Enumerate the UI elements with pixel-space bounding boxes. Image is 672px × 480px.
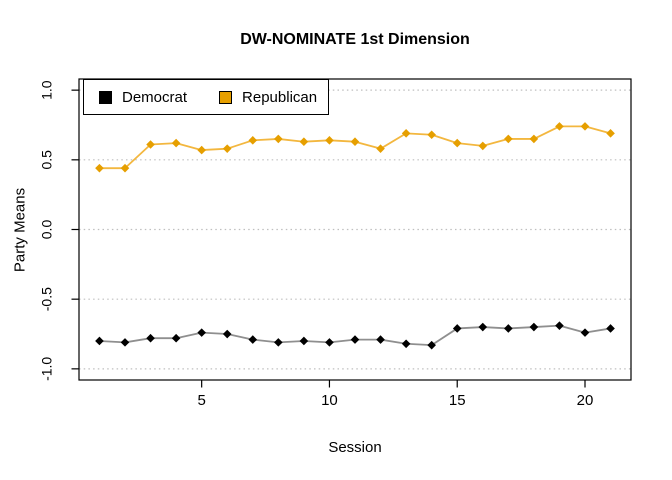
democrat-marker [529, 322, 539, 332]
republican-marker [452, 138, 462, 148]
democrat-marker [350, 335, 360, 344]
republican-marker [478, 141, 488, 151]
legend-item-democrat: Democrat [99, 90, 187, 105]
republican-swatch-icon [219, 90, 233, 104]
republican-marker [120, 163, 130, 173]
republican-marker [222, 144, 232, 153]
y-tick-label: -1.0 [39, 357, 55, 381]
democrat-marker [478, 322, 488, 332]
democrat-marker [427, 340, 436, 350]
legend-label-republican: Republican [242, 88, 318, 106]
democrat-marker [171, 333, 181, 343]
republican-marker [427, 130, 436, 140]
legend-item-republican: Republican [219, 90, 317, 105]
y-tick-label: 0.0 [39, 220, 55, 240]
democrat-marker [555, 321, 564, 330]
democrat-marker [606, 324, 615, 333]
republican-marker [197, 145, 206, 155]
republican-marker [299, 137, 309, 147]
democrat-marker [401, 339, 411, 349]
x-tick-label: 5 [197, 392, 205, 409]
y-tick-label: -0.5 [39, 287, 55, 311]
republican-marker [529, 134, 539, 144]
democrat-marker [325, 338, 334, 347]
democrat-marker [248, 335, 258, 344]
republican-marker [248, 136, 258, 145]
democrat-marker [504, 324, 513, 333]
republican-marker [95, 163, 104, 173]
republican-marker [325, 136, 334, 145]
democrat-marker [222, 329, 232, 339]
republican-marker [274, 134, 283, 144]
republican-marker [401, 129, 411, 138]
democrat-marker [120, 338, 130, 347]
democrat-marker [197, 328, 206, 337]
democrat-marker [299, 336, 309, 346]
democrat-swatch-icon [99, 90, 112, 104]
x-axis-title: Session [328, 439, 382, 456]
republican-marker [376, 144, 385, 153]
republican-marker [606, 129, 615, 138]
republican-marker [504, 134, 513, 144]
x-tick-label: 15 [449, 392, 466, 409]
republican-marker [146, 140, 155, 149]
republican-marker [580, 122, 590, 131]
democrat-marker [452, 324, 462, 333]
y-tick-label: 0.5 [39, 150, 55, 170]
democrat-marker [580, 328, 590, 337]
democrat-marker [274, 338, 283, 347]
legend-box: Democrat Republican [83, 79, 329, 115]
chart-title: DW-NOMINATE 1st Dimension [240, 31, 470, 48]
legend-label-democrat: Democrat [122, 88, 188, 106]
democrat-marker [146, 333, 155, 343]
republican-marker [555, 122, 564, 131]
y-axis-title: Party Means [11, 187, 29, 273]
republican-marker [171, 138, 181, 148]
y-tick-label: 1.0 [39, 80, 55, 100]
democrat-marker [95, 336, 104, 346]
x-tick-label: 20 [577, 392, 594, 409]
democrat-marker [376, 335, 385, 344]
republican-marker [350, 137, 360, 147]
x-tick-label: 10 [321, 392, 338, 409]
plot-box [78, 78, 632, 381]
